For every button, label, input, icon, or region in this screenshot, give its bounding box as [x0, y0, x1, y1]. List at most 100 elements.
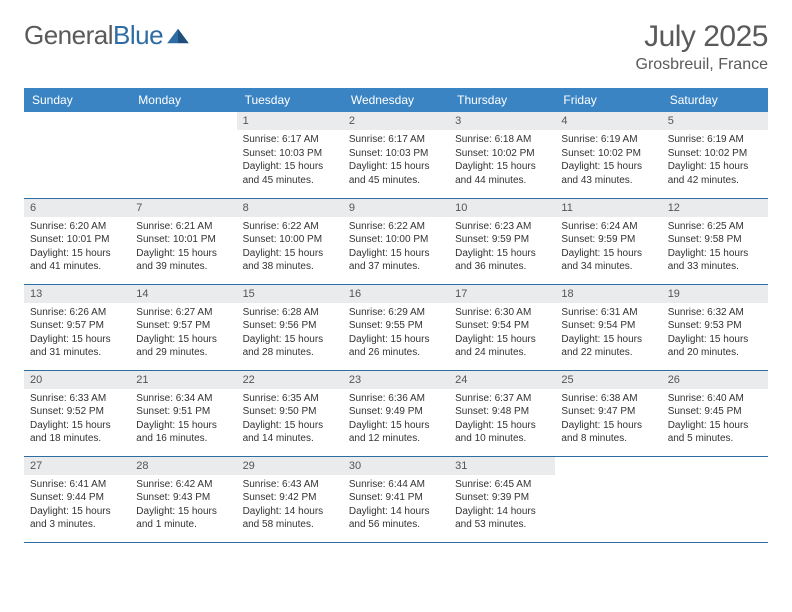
- brand-part2: Blue: [113, 20, 163, 50]
- day-info: Sunrise: 6:19 AMSunset: 10:02 PMDaylight…: [662, 130, 768, 191]
- day-number: 25: [555, 371, 661, 389]
- calendar-day-cell: 23Sunrise: 6:36 AMSunset: 9:49 PMDayligh…: [343, 370, 449, 456]
- day-info: Sunrise: 6:28 AMSunset: 9:56 PMDaylight:…: [237, 303, 343, 364]
- calendar-day-cell: 7Sunrise: 6:21 AMSunset: 10:01 PMDayligh…: [130, 198, 236, 284]
- weekday-header: Friday: [555, 88, 661, 112]
- day-number: 20: [24, 371, 130, 389]
- calendar-day-cell: 18Sunrise: 6:31 AMSunset: 9:54 PMDayligh…: [555, 284, 661, 370]
- day-info: Sunrise: 6:20 AMSunset: 10:01 PMDaylight…: [24, 217, 130, 278]
- day-number: 4: [555, 112, 661, 130]
- day-number-empty: [24, 112, 130, 130]
- calendar-week-row: 27Sunrise: 6:41 AMSunset: 9:44 PMDayligh…: [24, 456, 768, 542]
- calendar-day-cell: 20Sunrise: 6:33 AMSunset: 9:52 PMDayligh…: [24, 370, 130, 456]
- calendar-day-cell: 13Sunrise: 6:26 AMSunset: 9:57 PMDayligh…: [24, 284, 130, 370]
- day-number: 19: [662, 285, 768, 303]
- day-info: Sunrise: 6:19 AMSunset: 10:02 PMDaylight…: [555, 130, 661, 191]
- day-number: 12: [662, 199, 768, 217]
- day-number: 5: [662, 112, 768, 130]
- day-number: 31: [449, 457, 555, 475]
- day-number: 13: [24, 285, 130, 303]
- calendar-table: SundayMondayTuesdayWednesdayThursdayFrid…: [24, 88, 768, 543]
- day-info: Sunrise: 6:40 AMSunset: 9:45 PMDaylight:…: [662, 389, 768, 450]
- brand-triangle-icon: [167, 27, 189, 45]
- day-info: Sunrise: 6:27 AMSunset: 9:57 PMDaylight:…: [130, 303, 236, 364]
- calendar-day-cell: 6Sunrise: 6:20 AMSunset: 10:01 PMDayligh…: [24, 198, 130, 284]
- calendar-week-row: 6Sunrise: 6:20 AMSunset: 10:01 PMDayligh…: [24, 198, 768, 284]
- day-number: 27: [24, 457, 130, 475]
- calendar-week-row: 1Sunrise: 6:17 AMSunset: 10:03 PMDayligh…: [24, 112, 768, 198]
- day-info: Sunrise: 6:45 AMSunset: 9:39 PMDaylight:…: [449, 475, 555, 536]
- calendar-day-cell: 12Sunrise: 6:25 AMSunset: 9:58 PMDayligh…: [662, 198, 768, 284]
- weekday-header: Wednesday: [343, 88, 449, 112]
- calendar-week-row: 20Sunrise: 6:33 AMSunset: 9:52 PMDayligh…: [24, 370, 768, 456]
- calendar-body: 1Sunrise: 6:17 AMSunset: 10:03 PMDayligh…: [24, 112, 768, 542]
- day-number: 15: [237, 285, 343, 303]
- calendar-day-cell: 24Sunrise: 6:37 AMSunset: 9:48 PMDayligh…: [449, 370, 555, 456]
- weekday-header-row: SundayMondayTuesdayWednesdayThursdayFrid…: [24, 88, 768, 112]
- day-number: 17: [449, 285, 555, 303]
- calendar-day-cell: 22Sunrise: 6:35 AMSunset: 9:50 PMDayligh…: [237, 370, 343, 456]
- day-info: Sunrise: 6:33 AMSunset: 9:52 PMDaylight:…: [24, 389, 130, 450]
- day-number: 9: [343, 199, 449, 217]
- day-number: 30: [343, 457, 449, 475]
- day-info: Sunrise: 6:24 AMSunset: 9:59 PMDaylight:…: [555, 217, 661, 278]
- day-number: 26: [662, 371, 768, 389]
- month-title: July 2025: [636, 20, 769, 54]
- day-number-empty: [130, 112, 236, 130]
- calendar-day-cell: [130, 112, 236, 198]
- day-info: Sunrise: 6:31 AMSunset: 9:54 PMDaylight:…: [555, 303, 661, 364]
- day-number: 18: [555, 285, 661, 303]
- day-info: Sunrise: 6:42 AMSunset: 9:43 PMDaylight:…: [130, 475, 236, 536]
- day-number: 1: [237, 112, 343, 130]
- calendar-day-cell: 21Sunrise: 6:34 AMSunset: 9:51 PMDayligh…: [130, 370, 236, 456]
- day-info: Sunrise: 6:38 AMSunset: 9:47 PMDaylight:…: [555, 389, 661, 450]
- calendar-day-cell: 3Sunrise: 6:18 AMSunset: 10:02 PMDayligh…: [449, 112, 555, 198]
- day-info: Sunrise: 6:23 AMSunset: 9:59 PMDaylight:…: [449, 217, 555, 278]
- day-number: 3: [449, 112, 555, 130]
- calendar-week-row: 13Sunrise: 6:26 AMSunset: 9:57 PMDayligh…: [24, 284, 768, 370]
- day-number: 6: [24, 199, 130, 217]
- day-info: Sunrise: 6:17 AMSunset: 10:03 PMDaylight…: [343, 130, 449, 191]
- weekday-header: Thursday: [449, 88, 555, 112]
- calendar-day-cell: 2Sunrise: 6:17 AMSunset: 10:03 PMDayligh…: [343, 112, 449, 198]
- day-number: 23: [343, 371, 449, 389]
- day-info: Sunrise: 6:35 AMSunset: 9:50 PMDaylight:…: [237, 389, 343, 450]
- calendar-day-cell: 26Sunrise: 6:40 AMSunset: 9:45 PMDayligh…: [662, 370, 768, 456]
- calendar-day-cell: 14Sunrise: 6:27 AMSunset: 9:57 PMDayligh…: [130, 284, 236, 370]
- day-number: 10: [449, 199, 555, 217]
- calendar-day-cell: 30Sunrise: 6:44 AMSunset: 9:41 PMDayligh…: [343, 456, 449, 542]
- day-info: Sunrise: 6:30 AMSunset: 9:54 PMDaylight:…: [449, 303, 555, 364]
- calendar-day-cell: 16Sunrise: 6:29 AMSunset: 9:55 PMDayligh…: [343, 284, 449, 370]
- calendar-day-cell: 11Sunrise: 6:24 AMSunset: 9:59 PMDayligh…: [555, 198, 661, 284]
- day-number: 7: [130, 199, 236, 217]
- day-info: Sunrise: 6:21 AMSunset: 10:01 PMDaylight…: [130, 217, 236, 278]
- day-info: Sunrise: 6:36 AMSunset: 9:49 PMDaylight:…: [343, 389, 449, 450]
- calendar-day-cell: 4Sunrise: 6:19 AMSunset: 10:02 PMDayligh…: [555, 112, 661, 198]
- title-block: July 2025 Grosbreuil, France: [636, 20, 769, 74]
- calendar-day-cell: 1Sunrise: 6:17 AMSunset: 10:03 PMDayligh…: [237, 112, 343, 198]
- day-info: Sunrise: 6:43 AMSunset: 9:42 PMDaylight:…: [237, 475, 343, 536]
- day-info: Sunrise: 6:25 AMSunset: 9:58 PMDaylight:…: [662, 217, 768, 278]
- calendar-day-cell: 10Sunrise: 6:23 AMSunset: 9:59 PMDayligh…: [449, 198, 555, 284]
- calendar-day-cell: 27Sunrise: 6:41 AMSunset: 9:44 PMDayligh…: [24, 456, 130, 542]
- day-info: Sunrise: 6:44 AMSunset: 9:41 PMDaylight:…: [343, 475, 449, 536]
- weekday-header: Sunday: [24, 88, 130, 112]
- calendar-day-cell: 8Sunrise: 6:22 AMSunset: 10:00 PMDayligh…: [237, 198, 343, 284]
- weekday-header: Monday: [130, 88, 236, 112]
- brand-name: GeneralBlue: [24, 20, 163, 51]
- day-number: 16: [343, 285, 449, 303]
- day-number: 14: [130, 285, 236, 303]
- day-info: Sunrise: 6:18 AMSunset: 10:02 PMDaylight…: [449, 130, 555, 191]
- day-number-empty: [662, 457, 768, 475]
- day-number: 11: [555, 199, 661, 217]
- brand-logo: GeneralBlue: [24, 20, 189, 51]
- calendar-day-cell: 15Sunrise: 6:28 AMSunset: 9:56 PMDayligh…: [237, 284, 343, 370]
- day-info: Sunrise: 6:22 AMSunset: 10:00 PMDaylight…: [237, 217, 343, 278]
- day-number-empty: [555, 457, 661, 475]
- day-info: Sunrise: 6:41 AMSunset: 9:44 PMDaylight:…: [24, 475, 130, 536]
- brand-part1: General: [24, 20, 113, 50]
- calendar-day-cell: 19Sunrise: 6:32 AMSunset: 9:53 PMDayligh…: [662, 284, 768, 370]
- weekday-header: Saturday: [662, 88, 768, 112]
- day-info: Sunrise: 6:34 AMSunset: 9:51 PMDaylight:…: [130, 389, 236, 450]
- day-info: Sunrise: 6:32 AMSunset: 9:53 PMDaylight:…: [662, 303, 768, 364]
